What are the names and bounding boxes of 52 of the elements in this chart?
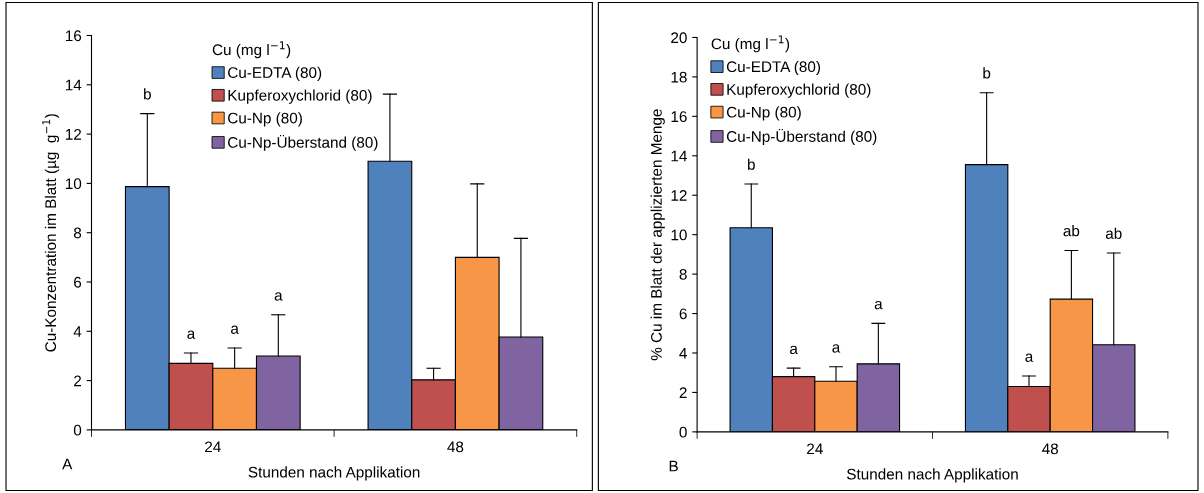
x-tick-label: 48 [447,441,464,453]
legend-label: Cu-Np (80) [228,112,302,127]
annotation: a [874,300,883,310]
y-tick-label: 8 [73,227,82,239]
y-tick-label: 20 [671,32,687,44]
y-tick-label: 10 [671,229,687,241]
x-tick-label: 24 [807,443,823,455]
annotation: b [144,88,151,100]
annotation: b [983,67,991,79]
x-axis-title: Stunden nach Applikation [248,466,420,481]
y-tick-label: 12 [671,190,687,201]
legend-title: Cu (mg l$^{−1}$) [711,35,790,53]
annotation: a [274,292,283,301]
annotation: a [790,345,798,355]
annotation: a [832,344,841,353]
legend-label: Cu-Np (80) [726,106,801,121]
legend-label: Cu-Np-Überstand (80) [228,134,378,151]
y-axis-title: Cu-Konzentration im Blatt (µg g$^{−1}$) [42,114,60,352]
y-tick-label: 4 [73,326,82,337]
y-tick-label: 0 [679,426,687,438]
y-tick-label: 16 [671,111,687,123]
annotation: a [187,330,196,339]
y-axis-title: % Cu im Blatt der applizierten Menge [650,109,665,361]
annotation: ab [1063,225,1080,237]
annotation: b [747,158,755,170]
y-tick-label: 6 [74,276,82,288]
text: A [62,458,73,470]
y-tick-label: 4 [679,348,687,359]
legend-label: Cu-EDTA (80) [726,60,821,76]
y-tick-label: 8 [679,268,687,280]
y-tick-label: 6 [679,308,687,320]
x-tick-label: 24 [205,441,221,453]
y-tick-label: 16 [65,30,82,42]
y-tick-label: 12 [65,128,82,140]
x-axis-title: Stunden nach Applikation [846,468,1018,483]
y-tick-label: 10 [65,178,82,190]
y-tick-label: 18 [671,71,687,83]
y-tick-label: 0 [73,424,82,436]
annotation: ab [1105,227,1122,239]
legend-label: Kupferoxychlorid (80) [228,89,372,104]
text: B [669,460,678,472]
legend-label: Cu-Np-Überstand (80) [726,128,877,145]
legend-title: Cu (mg l$^{−1}$) [212,41,291,59]
annotation: a [231,325,239,334]
y-tick-label: 14 [671,150,687,162]
annotation: a [1025,353,1034,362]
legend-label: Kupferoxychlorid (80) [727,83,871,98]
y-tick-label: 2 [679,387,687,398]
legend-label: Cu-EDTA (80) [228,66,322,82]
y-tick-label: 2 [74,375,82,387]
y-tick-label: 14 [65,79,82,91]
x-tick-label: 48 [1042,443,1059,455]
